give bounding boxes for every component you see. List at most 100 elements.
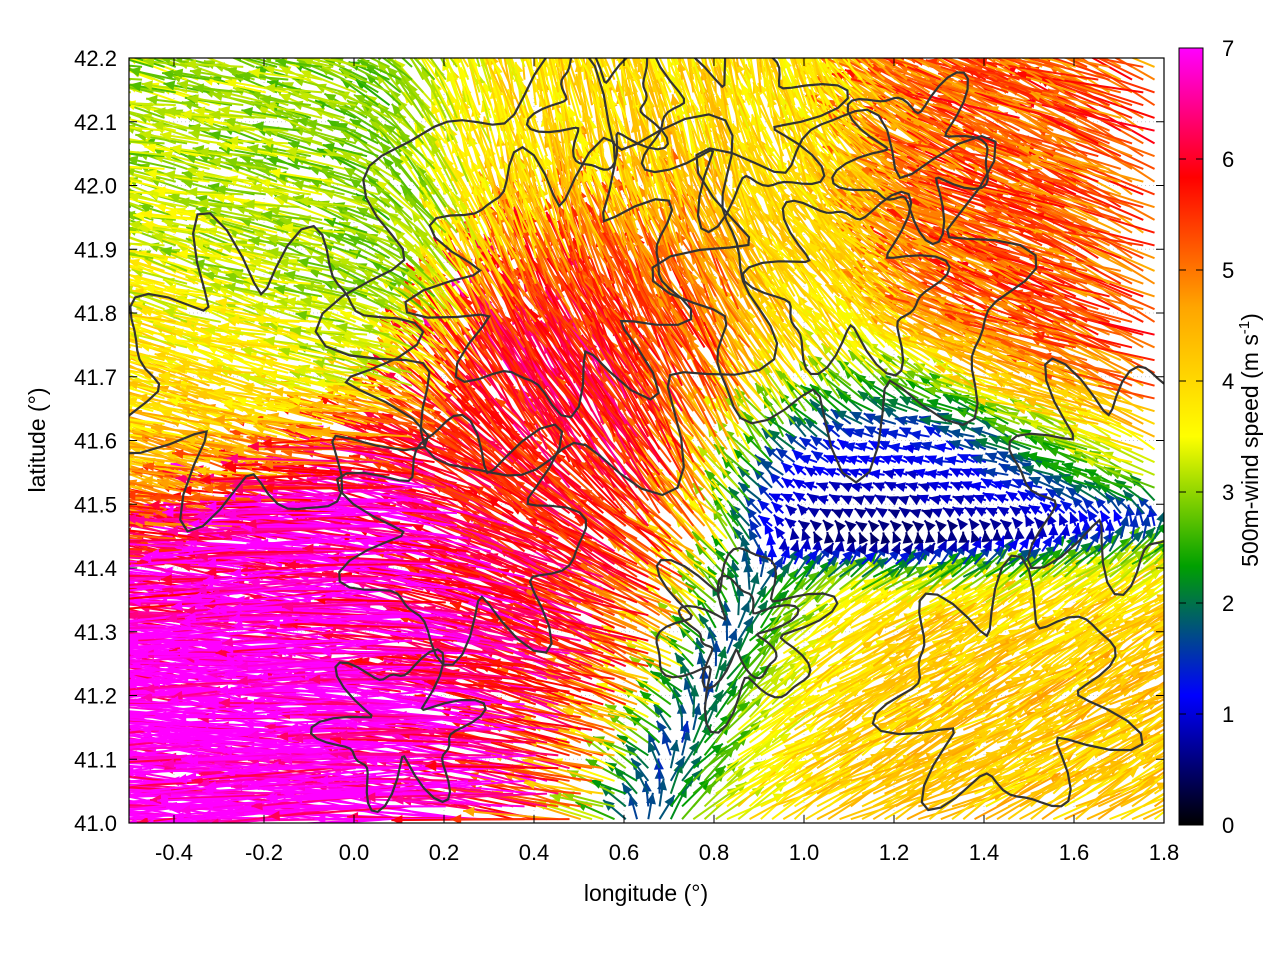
wind-vector-head (83, 547, 95, 557)
wind-vector-head (20, 579, 31, 589)
wind-vector-head (12, 627, 23, 637)
wind-vector-head (981, 702, 994, 714)
wind-vector-head (179, 805, 191, 815)
wind-vector-head (1210, 692, 1222, 703)
wind-vector-head (1211, 780, 1223, 789)
wind-vector-head (117, 596, 128, 606)
wind-vector (1064, 670, 1149, 719)
wind-vector (962, 669, 1045, 706)
wind-vector-head (726, 760, 739, 772)
wind-vector-head (6, 751, 18, 761)
wind-vector-head (631, 758, 642, 771)
wind-vector (906, 727, 988, 770)
wind-vector-head (1209, 599, 1221, 609)
wind-vector (240, 524, 413, 529)
wind-vector-head (61, 741, 72, 751)
wind-vector (191, 767, 334, 782)
wind-vector-head (316, 789, 328, 800)
wind-vector-head (1165, 792, 1177, 801)
wind-vector-head (105, 457, 117, 467)
wind-vector-head (18, 512, 30, 522)
wind-vector-head (71, 526, 83, 536)
wind-vector (366, 754, 536, 763)
wind-vector-head (32, 730, 44, 740)
wind-vector-head (1217, 659, 1229, 668)
wind-vector-head (14, 712, 25, 722)
wind-vector-head (129, 766, 134, 777)
wind-vector-head (37, 802, 48, 812)
wind-vector (596, 682, 660, 706)
wind-vector-head (4, 654, 15, 664)
wind-vector-head (4, 624, 15, 634)
wind-vector-head (60, 781, 72, 791)
wind-vector (129, 765, 143, 770)
wind-vector (129, 614, 143, 617)
wind-vector-head (45, 613, 57, 623)
wind-vector-head (1213, 639, 1225, 649)
wind-vector-head (13, 643, 25, 653)
wind-vector-head (30, 529, 41, 539)
wind-vector-head (0, 559, 7, 569)
wind-vector-head (93, 660, 104, 670)
wind-vector (951, 675, 1023, 719)
wind-vector-head (1165, 633, 1177, 644)
wind-vector-head (4, 791, 15, 801)
wind-vector-head (16, 796, 27, 806)
wind-vector-head (61, 647, 73, 657)
wind-vector (129, 728, 143, 733)
wind-vector-head (0, 624, 10, 634)
wind-vector (129, 775, 165, 782)
wind-vector-head (523, 779, 536, 790)
wind-vector-head (805, 723, 818, 733)
wind-vector-head (41, 803, 52, 813)
wind-vector (129, 728, 165, 734)
wind-vector-head (0, 775, 11, 785)
wind-vector (839, 755, 915, 782)
wind-vector (760, 771, 814, 820)
wind-vector-head (145, 818, 154, 823)
wind-vector-head (35, 653, 46, 663)
wind-vector (465, 663, 593, 693)
wind-vector-head (268, 810, 280, 821)
wind-vector (129, 714, 143, 719)
wind-vector-head (630, 715, 642, 727)
wind-vector (805, 678, 863, 719)
wind-vector-head (14, 690, 25, 700)
wind-vector-head (140, 724, 152, 735)
wind-vector (129, 767, 210, 774)
wind-vector-head (33, 710, 45, 720)
wind-vector-head (141, 692, 153, 703)
wind-vector (526, 739, 615, 757)
wind-vector-head (181, 754, 193, 765)
wind-vector-head (24, 639, 35, 649)
wind-vector (850, 697, 934, 744)
wind-vector-head (30, 822, 41, 832)
wind-vector-head (58, 606, 70, 616)
wind-vector-head (671, 687, 682, 700)
wind-vector-head (111, 644, 123, 654)
wind-vector-head (1166, 721, 1178, 731)
wind-vector (278, 712, 424, 719)
wind-vector (782, 756, 855, 795)
wind-vector-head (1219, 624, 1231, 633)
wind-vector-head (58, 658, 70, 668)
wind-vector-head (1207, 718, 1219, 727)
wind-vector-head (97, 777, 109, 787)
wind-vector (129, 731, 177, 744)
wind-vector (1142, 773, 1164, 795)
wind-vector (794, 733, 860, 770)
wind-vector-head (92, 467, 104, 477)
wind-vector-head (117, 619, 129, 629)
wind-vector-head (59, 476, 70, 486)
wind-vector-head (48, 771, 59, 781)
wind-vector-head (247, 761, 259, 772)
wind-vector-head (25, 759, 36, 769)
wind-vector-head (1207, 591, 1219, 601)
wind-vector-head (20, 680, 32, 690)
wind-vector-head (50, 647, 62, 657)
wind-vector (1131, 697, 1164, 719)
wind-vector-head (52, 634, 63, 644)
wind-vector-head (60, 829, 72, 839)
wind-vector-head (87, 457, 99, 466)
wind-vector (1120, 690, 1164, 719)
